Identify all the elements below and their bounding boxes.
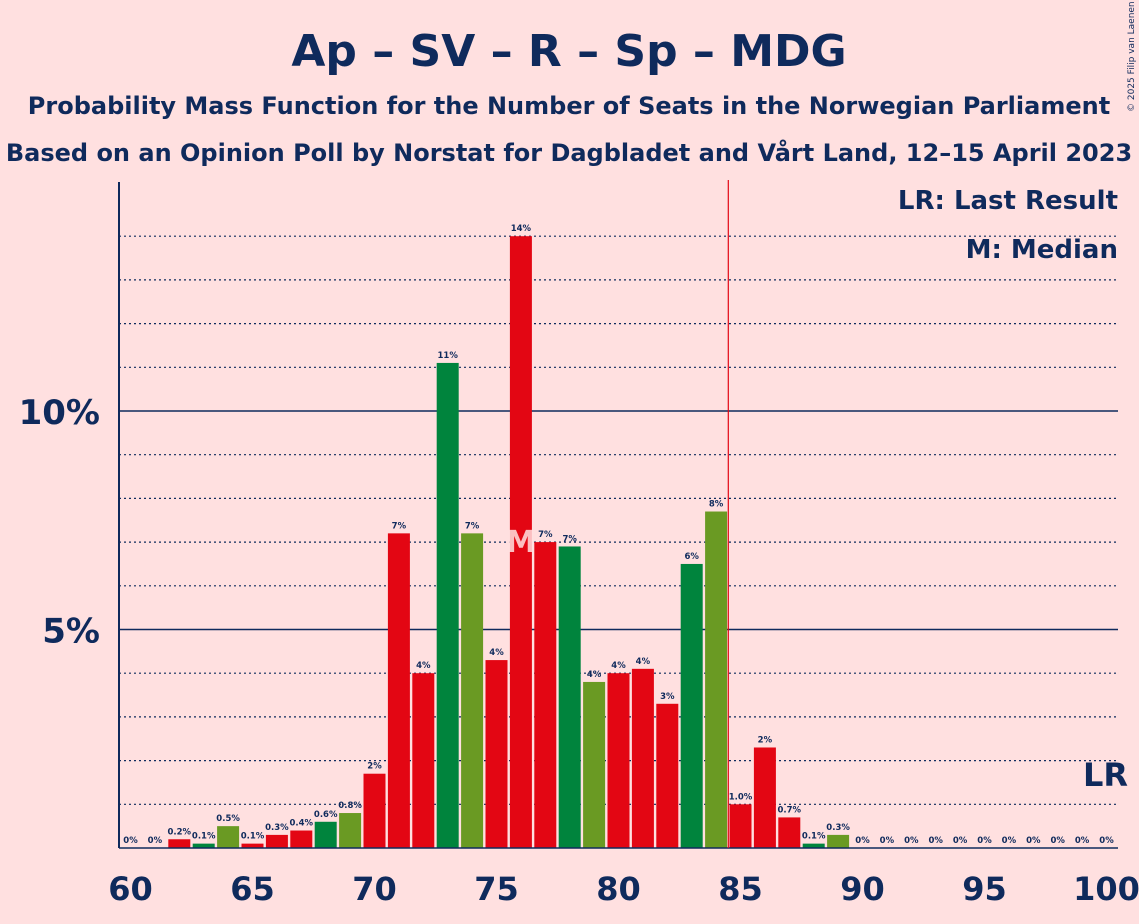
bar-label-seat-70: 2% bbox=[367, 762, 382, 772]
bar-label-seat-89: 0.3% bbox=[826, 823, 850, 833]
bar-seat-80 bbox=[607, 673, 630, 848]
bar-seat-85 bbox=[729, 804, 752, 848]
bar-label-seat-74: 7% bbox=[465, 521, 480, 531]
bar-seat-71 bbox=[387, 533, 410, 848]
bar-label-seat-95: 0% bbox=[977, 836, 992, 846]
bar-seat-75 bbox=[485, 660, 508, 848]
bar-label-seat-72: 4% bbox=[416, 661, 431, 671]
x-tick-75: 75 bbox=[474, 870, 519, 908]
bar-label-seat-78: 7% bbox=[562, 534, 577, 544]
bars bbox=[168, 236, 850, 848]
bar-label-seat-66: 0.3% bbox=[265, 823, 289, 833]
bar-label-seat-75: 4% bbox=[489, 648, 504, 658]
chart-subtitle-2: Based on an Opinion Poll by Norstat for … bbox=[6, 138, 1132, 167]
bar-label-seat-90: 0% bbox=[855, 836, 870, 846]
bar-label-seat-100: 0% bbox=[1099, 836, 1114, 846]
bar-seat-86 bbox=[753, 747, 776, 848]
bar-seat-83 bbox=[680, 563, 703, 848]
bar-seat-88 bbox=[802, 843, 825, 848]
copyright-notice: © 2025 Filip van Laenen bbox=[1127, 1, 1137, 112]
x-tick-70: 70 bbox=[352, 870, 397, 908]
bar-label-seat-86: 2% bbox=[758, 735, 773, 745]
last-result-marker: LR bbox=[1083, 756, 1128, 794]
bar-label-seat-96: 0% bbox=[1002, 836, 1017, 846]
bar-label-seat-61: 0% bbox=[148, 836, 163, 846]
y-tick-10: 10% bbox=[19, 393, 100, 433]
bar-label-seat-85: 1.0% bbox=[729, 792, 753, 802]
x-tick-85: 85 bbox=[718, 870, 763, 908]
legend-last-result: LR: Last Result bbox=[898, 186, 1118, 216]
bar-label-seat-68: 0.6% bbox=[314, 810, 338, 820]
x-tick-80: 80 bbox=[596, 870, 641, 908]
x-tick-95: 95 bbox=[962, 870, 1007, 908]
bar-label-seat-60: 0% bbox=[123, 836, 138, 846]
bar-seat-67 bbox=[290, 830, 313, 848]
bar-label-seat-87: 0.7% bbox=[778, 805, 802, 815]
bar-label-seat-73: 11% bbox=[438, 351, 459, 361]
bar-seat-76 bbox=[509, 236, 532, 848]
bar-seat-70 bbox=[363, 773, 386, 848]
x-tick-90: 90 bbox=[840, 870, 885, 908]
bar-label-seat-79: 4% bbox=[587, 670, 602, 680]
bar-seat-84 bbox=[705, 511, 728, 848]
bar-seat-79 bbox=[583, 681, 606, 848]
bar-seat-89 bbox=[827, 834, 850, 848]
bar-seat-77 bbox=[534, 542, 557, 848]
bar-seat-82 bbox=[656, 703, 679, 848]
bar-label-seat-83: 6% bbox=[684, 552, 699, 562]
bar-label-seat-71: 7% bbox=[392, 521, 407, 531]
bar-seat-66 bbox=[265, 834, 288, 848]
bar-label-seat-94: 0% bbox=[953, 836, 968, 846]
bar-label-seat-82: 3% bbox=[660, 692, 675, 702]
bar-label-seat-81: 4% bbox=[636, 657, 651, 667]
legend-median: M: Median bbox=[966, 235, 1118, 265]
bar-seat-65 bbox=[241, 843, 264, 848]
bar-label-seat-69: 0.8% bbox=[338, 801, 362, 811]
y-tick-5: 5% bbox=[42, 612, 100, 652]
bar-label-seat-84: 8% bbox=[709, 500, 724, 510]
bar-value-labels: 0% 0%0.2% 0.1%0.5%0.1%0.3% 0.4%0.6%0.8%2%7%… bbox=[123, 224, 1114, 846]
bar-seat-74 bbox=[461, 533, 484, 848]
grid-lines bbox=[119, 235, 1118, 805]
bar-label-seat-91: 0% bbox=[880, 836, 895, 846]
median-marker: M bbox=[506, 525, 536, 560]
x-tick-100: 100 bbox=[1073, 870, 1139, 908]
bar-seat-63 bbox=[192, 843, 215, 848]
bar-label-seat-92: 0% bbox=[904, 836, 919, 846]
bar-label-seat-64: 0.5% bbox=[216, 814, 240, 824]
bar-label-seat-99: 0% bbox=[1075, 836, 1090, 846]
bar-seat-72 bbox=[412, 673, 435, 848]
bar-seat-62 bbox=[168, 839, 191, 848]
bar-label-seat-88: 0.1% bbox=[802, 832, 826, 842]
bar-label-seat-80: 4% bbox=[611, 661, 626, 671]
bar-seat-68 bbox=[314, 821, 337, 848]
x-tick-65: 65 bbox=[230, 870, 275, 908]
chart-title: Ap – SV – R – Sp – MDG bbox=[291, 26, 846, 77]
bar-label-seat-67: 0.4% bbox=[290, 819, 314, 829]
bar-label-seat-76: 14% bbox=[511, 224, 532, 234]
y-axis-ticks: 5% 10% bbox=[19, 393, 100, 652]
x-axis-ticks: 60 65 70 75 80 85 90 95 100 bbox=[108, 870, 1139, 908]
bar-label-seat-63: 0.1% bbox=[192, 832, 216, 842]
bar-seat-73 bbox=[436, 362, 459, 848]
bar-label-seat-65: 0.1% bbox=[241, 832, 265, 842]
bar-seat-81 bbox=[631, 668, 654, 848]
bar-seat-78 bbox=[558, 546, 581, 848]
bar-label-seat-77: 7% bbox=[538, 530, 553, 540]
x-tick-60: 60 bbox=[108, 870, 153, 908]
bar-seat-69 bbox=[339, 813, 362, 848]
bar-seat-87 bbox=[778, 817, 801, 848]
bar-label-seat-97: 0% bbox=[1026, 836, 1041, 846]
bar-label-seat-98: 0% bbox=[1050, 836, 1065, 846]
bar-label-seat-62: 0.2% bbox=[168, 827, 192, 837]
bar-seat-64 bbox=[217, 826, 240, 848]
bar-label-seat-93: 0% bbox=[928, 836, 943, 846]
chart-subtitle-1: Probability Mass Function for the Number… bbox=[28, 92, 1110, 120]
